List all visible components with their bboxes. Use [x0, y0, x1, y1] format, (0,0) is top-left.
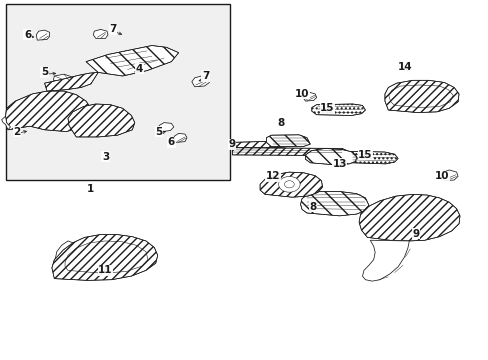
Polygon shape: [53, 74, 71, 82]
Text: 3: 3: [102, 152, 109, 162]
Polygon shape: [311, 104, 365, 116]
Polygon shape: [93, 30, 108, 39]
Polygon shape: [52, 234, 158, 280]
Polygon shape: [68, 104, 135, 137]
Circle shape: [278, 176, 300, 192]
Polygon shape: [36, 30, 49, 40]
Polygon shape: [232, 148, 346, 156]
Polygon shape: [191, 76, 209, 87]
Polygon shape: [384, 80, 458, 113]
Polygon shape: [174, 134, 186, 142]
Text: 9: 9: [228, 139, 235, 149]
Polygon shape: [300, 192, 368, 216]
Bar: [5, 4, 229, 180]
Polygon shape: [159, 123, 173, 132]
Polygon shape: [86, 45, 178, 76]
Polygon shape: [55, 241, 73, 259]
Polygon shape: [266, 135, 310, 147]
Polygon shape: [345, 151, 397, 164]
Text: 10: 10: [434, 171, 448, 181]
Text: 13: 13: [332, 159, 346, 169]
Polygon shape: [358, 194, 459, 241]
Text: 7: 7: [202, 71, 209, 81]
Text: 9: 9: [412, 229, 419, 239]
Text: 2: 2: [13, 127, 20, 136]
Polygon shape: [441, 170, 457, 181]
Text: 10: 10: [294, 89, 308, 99]
Text: 11: 11: [98, 265, 113, 275]
Text: 6: 6: [24, 30, 31, 40]
Polygon shape: [260, 172, 322, 197]
Text: 14: 14: [397, 62, 412, 72]
Text: 6: 6: [167, 138, 175, 147]
Circle shape: [284, 181, 294, 188]
Text: 4: 4: [136, 64, 143, 74]
Polygon shape: [362, 240, 408, 281]
Text: 7: 7: [109, 24, 116, 35]
Polygon shape: [232, 141, 293, 148]
Text: 5: 5: [155, 127, 163, 136]
Text: 5: 5: [41, 67, 48, 77]
Polygon shape: [305, 148, 356, 165]
Text: 15: 15: [320, 103, 334, 113]
Text: 15: 15: [357, 150, 372, 160]
Polygon shape: [5, 91, 91, 132]
Polygon shape: [303, 92, 316, 101]
Polygon shape: [44, 72, 98, 91]
Text: 8: 8: [277, 118, 284, 128]
Text: 1: 1: [87, 184, 94, 194]
Text: 12: 12: [265, 171, 280, 181]
Polygon shape: [1, 116, 10, 130]
Text: 8: 8: [308, 202, 316, 212]
